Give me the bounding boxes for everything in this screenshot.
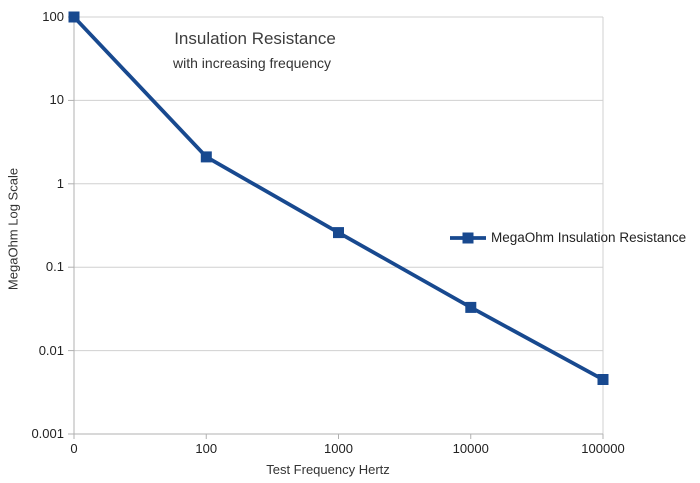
data-point-marker (597, 374, 609, 385)
chart-subtitle: with increasing frequency (173, 55, 331, 71)
data-point-marker (465, 301, 477, 313)
chart-title: Insulation Resistance (174, 29, 336, 48)
x-tick-label: 0 (70, 441, 78, 456)
legend-label: MegaOhm Insulation Resistance (491, 230, 687, 245)
x-axis-title: Test Frequency Hertz (266, 462, 390, 477)
x-tick-label: 1000 (324, 441, 353, 456)
y-tick-label: 0.1 (45, 259, 64, 275)
y-tick-label: 0.001 (31, 426, 64, 441)
y-tick-label: 1 (56, 175, 64, 191)
x-tick-label: 100 (195, 441, 218, 456)
x-tick-label: 100000 (581, 441, 625, 456)
legend: MegaOhm Insulation Resistance (450, 229, 686, 246)
y-tick-label: 10 (49, 92, 64, 108)
data-point-marker (333, 227, 344, 239)
y-tick-label: 100 (42, 9, 64, 24)
y-tick-label: 0.01 (38, 342, 64, 358)
data-point-marker (68, 11, 80, 23)
data-point-marker (200, 151, 212, 163)
x-tick-label: 10000 (452, 441, 489, 456)
legend-line-marker-icon (450, 232, 486, 243)
series-line (72, 15, 604, 382)
